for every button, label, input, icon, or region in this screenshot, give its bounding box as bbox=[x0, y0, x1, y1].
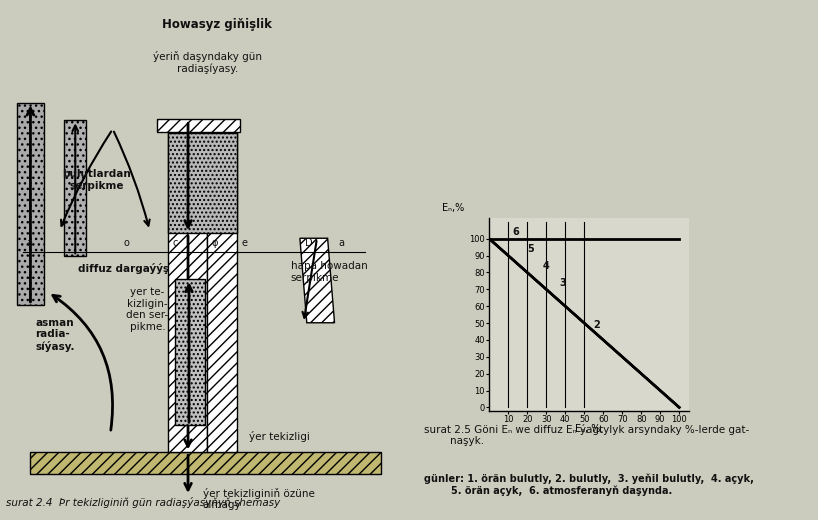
Text: ýer tekizligi: ýer tekizligi bbox=[249, 432, 310, 443]
Text: yer te-
kizligin-
den ser-
pikme.: yer te- kizligin- den ser- pikme. bbox=[126, 287, 169, 332]
Bar bbox=[169, 133, 237, 233]
Bar bbox=[175, 279, 205, 425]
Text: bulutlardan
serpikme: bulutlardan serpikme bbox=[62, 169, 131, 191]
Bar bbox=[29, 452, 380, 474]
Text: 2: 2 bbox=[594, 320, 600, 330]
Text: 5: 5 bbox=[527, 244, 534, 254]
Text: φ: φ bbox=[211, 238, 218, 248]
Text: e: e bbox=[241, 238, 247, 248]
X-axis label: Eₙ, %.: Eₙ, %. bbox=[575, 424, 603, 434]
Text: hapa howadan
serpikme: hapa howadan serpikme bbox=[290, 261, 367, 283]
Y-axis label: Eₙ,%: Eₙ,% bbox=[442, 203, 465, 213]
Text: günler: 1. örän bulutly, 2. bulutly,  3. yeňil bulutly,  4. açyk,
        5. örä: günler: 1. örän bulutly, 2. bulutly, 3. … bbox=[424, 473, 753, 496]
Text: Howasyz giňişlik: Howasyz giňişlik bbox=[162, 18, 272, 31]
Text: o: o bbox=[124, 238, 129, 248]
Text: a: a bbox=[26, 238, 33, 248]
Text: 6: 6 bbox=[512, 227, 519, 237]
Text: 4: 4 bbox=[542, 261, 549, 271]
Text: diffuz dargaýýş: diffuz dargaýýş bbox=[78, 263, 169, 274]
Bar bbox=[208, 132, 237, 452]
Text: surat 2.4  Þr tekizliginiň gün radiaşýasyňyň shemasy: surat 2.4 Þr tekizliginiň gün radiaşýasy… bbox=[7, 497, 281, 508]
Text: c: c bbox=[173, 238, 178, 248]
Text: D: D bbox=[305, 238, 313, 248]
Text: ýeriň daşyndaky gün
radiaşíyasy.: ýeriň daşyndaky gün radiaşíyasy. bbox=[153, 51, 262, 74]
Polygon shape bbox=[300, 238, 335, 323]
Bar bbox=[64, 121, 87, 256]
Text: ýer tekizliginiň özüne
almagy: ýer tekizliginiň özüne almagy bbox=[203, 488, 315, 510]
Bar bbox=[17, 102, 44, 305]
Text: 3: 3 bbox=[560, 278, 566, 288]
Text: a: a bbox=[339, 238, 344, 248]
Bar bbox=[156, 120, 240, 132]
Text: surat 2.5 Göni Eₙ we diffuz Eₙ ýagtylyk arsyndaky %-lerde gat-
        naşyk.: surat 2.5 Göni Eₙ we diffuz Eₙ ýagtylyk … bbox=[424, 424, 749, 446]
Text: asman
radia-
síýasy.: asman radia- síýasy. bbox=[35, 318, 75, 352]
Bar bbox=[169, 132, 208, 452]
